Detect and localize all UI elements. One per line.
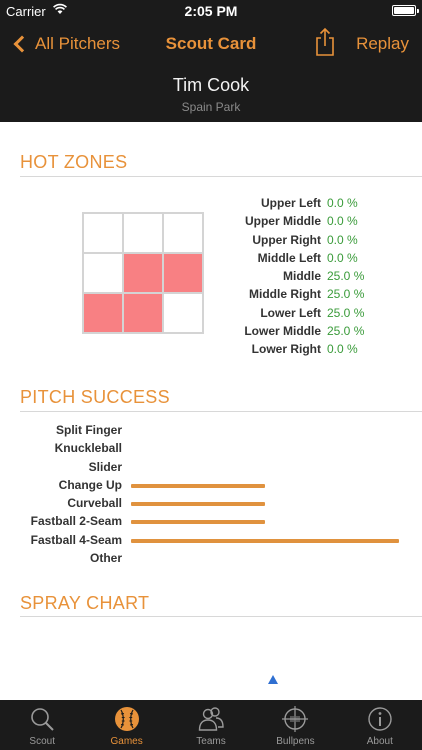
baseball-icon [114, 707, 139, 731]
tab-about[interactable]: About [338, 700, 422, 750]
player-name: Tim Cook [172, 75, 250, 95]
replay-button[interactable]: Replay [356, 34, 409, 53]
pitch-label: Change Up [58, 477, 122, 492]
zone-percent: 25.0 % [327, 305, 365, 320]
tab-scout[interactable]: Scout [0, 700, 84, 750]
zone-label: Middle Right [249, 287, 321, 302]
wifi-icon [53, 3, 67, 14]
zone-row: Lower Middle 25.0 % [220, 322, 410, 340]
zone-cell [124, 294, 162, 332]
pitch-success-chart: Split Finger Knuckleball Slider Change Up Cu… [0, 421, 422, 567]
zone-row: Middle Left 0.0 % [220, 249, 410, 267]
pitch-row: Slider [0, 458, 422, 476]
tab-games[interactable]: Games [84, 700, 168, 750]
zone-row: Upper Middle 0.0 % [220, 212, 410, 230]
tab-label: Scout [29, 736, 55, 747]
navigation-bar: All Pitchers Scout Card Replay [0, 22, 422, 66]
header: Carrier 2:05 PM All Pitchers Scout Card … [0, 0, 422, 122]
zone-label: Middle [283, 269, 321, 284]
pitch-label: Slider [88, 459, 122, 474]
tab-bar: Scout Games Teams Bullpens [0, 700, 422, 750]
pitch-row: Change Up [0, 476, 422, 494]
pitch-success-bar [131, 538, 399, 543]
status-bar: Carrier 2:05 PM [0, 0, 422, 22]
pitch-success-bar [131, 502, 265, 507]
zone-label: Middle Left [257, 250, 321, 265]
zone-percent: 25.0 % [327, 269, 365, 284]
pitch-success-bar [131, 520, 265, 525]
pitch-label: Curveball [67, 496, 122, 511]
zone-percent: 0.0 % [327, 214, 358, 229]
pitch-label: Fastball 4-Seam [30, 532, 122, 547]
pitch-success-bar [131, 483, 265, 488]
zone-cell [84, 254, 122, 292]
pitch-row: Fastball 2-Seam [0, 512, 422, 530]
carrier-label: Carrier [6, 4, 46, 19]
status-time: 2:05 PM [184, 3, 238, 19]
tab-label: Bullpens [276, 736, 315, 747]
zone-percent: 0.0 % [327, 250, 358, 265]
pitch-row: Knuckleball [0, 439, 422, 457]
zone-row: Upper Left 0.0 % [220, 194, 410, 212]
divider [20, 176, 422, 177]
hot-zones-title: HOT ZONES [20, 152, 128, 172]
zone-cell [124, 214, 162, 252]
tab-label: Games [110, 736, 143, 747]
zone-cell [164, 214, 202, 252]
pitch-success-title: PITCH SUCCESS [20, 387, 170, 407]
zone-row: Upper Right 0.0 % [220, 231, 410, 249]
crosshair-icon [282, 706, 309, 732]
magnifier-icon [31, 708, 54, 731]
pitch-label: Fastball 2-Seam [30, 514, 122, 529]
pitch-label: Other [89, 551, 122, 566]
spray-marker [268, 675, 278, 684]
player-school: Spain Park [181, 100, 241, 114]
info-icon [368, 707, 392, 731]
people-icon [198, 707, 224, 731]
zone-label: Lower Left [260, 305, 321, 320]
zone-percent: 0.0 % [327, 232, 358, 247]
battery-icon [392, 5, 419, 16]
zone-label: Upper Right [252, 232, 321, 247]
zone-row: Lower Left 25.0 % [220, 304, 410, 322]
zone-cell [84, 214, 122, 252]
hot-zone-list: Upper Left 0.0 % Upper Middle 0.0 % Upper Ri… [220, 194, 410, 359]
pitch-label: Knuckleball [54, 441, 122, 456]
tab-label: About [366, 736, 393, 747]
zone-percent: 25.0 % [327, 324, 365, 339]
divider [20, 616, 422, 617]
zone-cell [164, 294, 202, 332]
zone-label: Lower Middle [244, 324, 321, 339]
pitch-row: Split Finger [0, 421, 422, 439]
back-button[interactable]: All Pitchers [12, 30, 120, 58]
zone-cell [84, 294, 122, 332]
back-button-label: All Pitchers [35, 34, 121, 53]
zone-row: Lower Right 0.0 % [220, 340, 410, 358]
zone-percent: 25.0 % [327, 287, 365, 302]
pitch-label: Split Finger [56, 423, 122, 437]
spray-chart-title: SPRAY CHART [20, 593, 150, 613]
pitch-row: Curveball [0, 494, 422, 512]
hot-zone-grid [82, 212, 204, 334]
divider [20, 411, 422, 412]
zone-cell [164, 254, 202, 292]
zone-label: Lower Right [251, 342, 321, 357]
tab-teams[interactable]: Teams [169, 700, 253, 750]
zone-percent: 0.0 % [327, 342, 358, 357]
share-icon[interactable] [314, 27, 336, 57]
zone-label: Upper Left [261, 196, 321, 210]
pitch-row: Fastball 4-Seam [0, 531, 422, 549]
zone-row: Middle 25.0 % [220, 267, 410, 285]
tab-bullpens[interactable]: Bullpens [253, 700, 337, 750]
tab-label: Teams [196, 736, 226, 747]
zone-percent: 0.0 % [327, 196, 358, 210]
zone-label: Upper Middle [244, 214, 321, 229]
zone-row: Middle Right 25.0 % [220, 285, 410, 303]
pitch-row: Other [0, 549, 422, 567]
zone-cell [124, 254, 162, 292]
page-title: Scout Card [165, 34, 257, 53]
